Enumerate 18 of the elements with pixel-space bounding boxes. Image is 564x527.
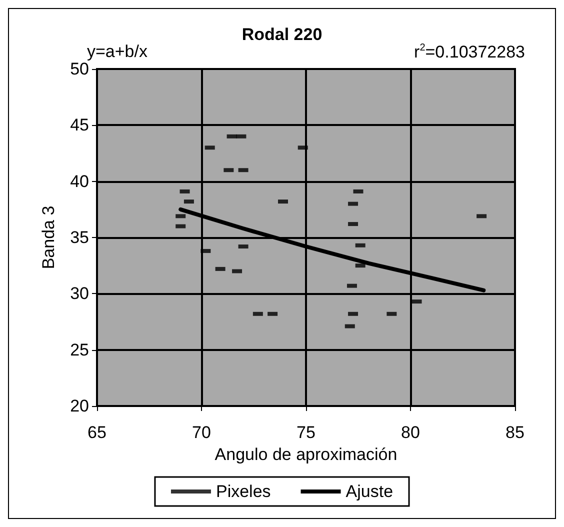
x-tick-label: 85 <box>506 423 524 442</box>
x-tick-label: 70 <box>192 423 211 442</box>
chart-title: Rodal 220 <box>242 25 322 44</box>
y-tick-label: 45 <box>70 116 89 135</box>
legend-label: Ajuste <box>346 482 394 501</box>
y-tick-label: 50 <box>70 60 89 78</box>
x-axis-title: Angulo de aproximación <box>214 444 398 464</box>
y-tick-label: 35 <box>70 228 89 247</box>
y-tick-label: 30 <box>70 284 89 304</box>
x-tick-label: 65 <box>88 423 106 442</box>
x-tick-label: 75 <box>296 423 316 442</box>
legend-label: Pixeles <box>216 482 271 501</box>
y-tick-label: 20 <box>70 396 89 416</box>
text: y=a+b/x <box>87 42 148 61</box>
y-tick-label: 25 <box>70 340 89 360</box>
x-tick-label: 80 <box>401 423 420 442</box>
y-axis-title: Banda 3 <box>39 206 58 270</box>
y-tick-label: 40 <box>70 172 89 191</box>
